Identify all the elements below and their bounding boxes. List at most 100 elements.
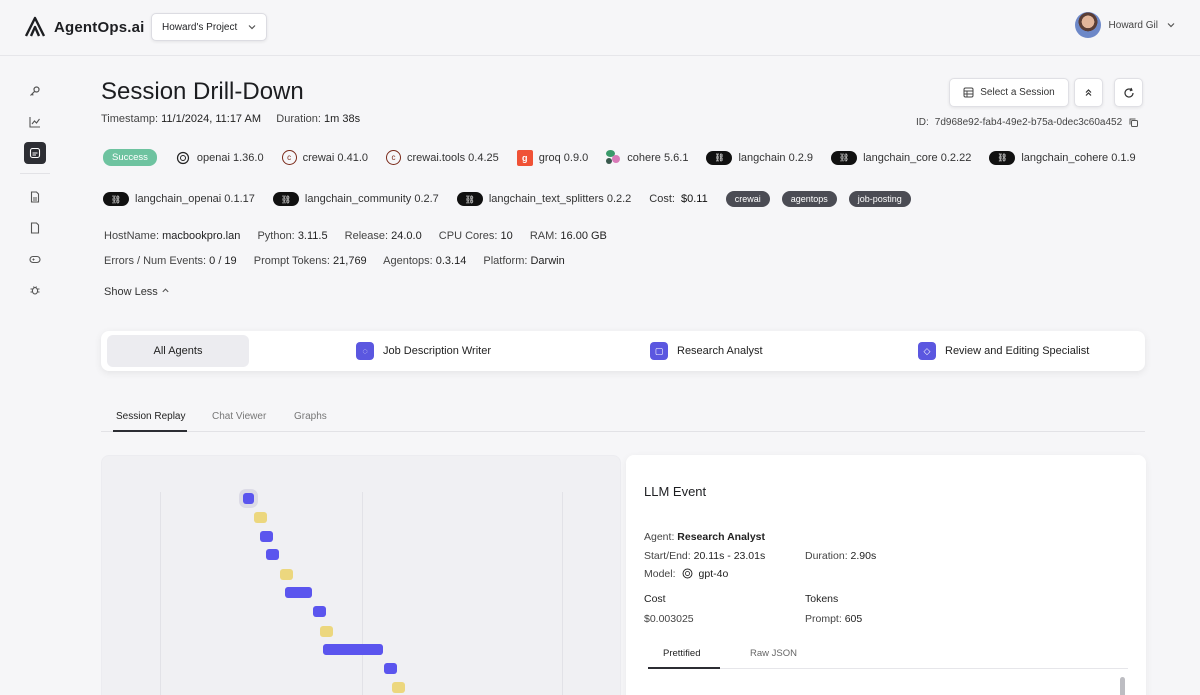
agentops-logo-icon: [24, 16, 46, 37]
openai-icon: [682, 568, 692, 579]
avatar: [1074, 12, 1101, 38]
tab-graphs[interactable]: Graphs: [294, 411, 327, 422]
cost-heading: Cost: [644, 593, 666, 605]
tab-session-replay[interactable]: Session Replay: [116, 411, 186, 422]
chevrons-up-icon: [1085, 89, 1092, 96]
table-icon: [963, 87, 974, 98]
session-tag[interactable]: agentops: [781, 191, 837, 207]
crewai-icon: c: [281, 150, 297, 165]
event-title: LLM Event: [644, 484, 707, 499]
langchain-icon: ⛓: [272, 192, 299, 206]
cost-label: Cost:: [649, 193, 675, 205]
langchain-icon: ⛓: [831, 150, 858, 165]
timeline-event-llm[interactable]: [243, 493, 254, 504]
agent-icon: ◇: [918, 342, 936, 360]
library-tag: ⛓ langchain_core 0.2.22: [831, 150, 971, 165]
tab-raw-json[interactable]: Raw JSON: [750, 648, 797, 659]
library-tag: ⛓ langchain_community 0.2.7: [272, 192, 439, 206]
python-version: 3.11.5: [297, 230, 328, 242]
top-bar: AgentOps.ai Howard's Project Howard Gil: [0, 0, 1200, 56]
langchain-icon: ⛓: [103, 192, 129, 206]
session-tag[interactable]: crewai: [725, 191, 770, 207]
timeline-event-llm[interactable]: [384, 663, 397, 674]
timeline-event-llm[interactable]: [323, 644, 383, 655]
errors-count: 0 / 19: [209, 255, 237, 267]
agent-tab[interactable]: ▢ Research Analyst: [650, 342, 763, 360]
select-session-button[interactable]: Select a Session: [949, 78, 1069, 107]
chevron-down-icon: [248, 25, 256, 30]
scrollbar[interactable]: [1120, 677, 1125, 695]
session-icon[interactable]: [24, 142, 46, 164]
library-tag: g groq 0.9.0: [516, 149, 588, 166]
langchain-icon: ⛓: [989, 150, 1016, 165]
library-tag: ⛓ langchain_cohere 0.1.9: [989, 150, 1136, 165]
agentops-version: 0.3.14: [435, 255, 467, 267]
id-value: 7d968e92-fab4-49e2-b75a-0dec3c60a452: [934, 117, 1123, 128]
session-id: ID: 7d968e92-fab4-49e2-b75a-0dec3c60a452: [916, 117, 1139, 128]
langchain-icon: ⛓: [706, 150, 733, 165]
all-agents-tab[interactable]: All Agents: [107, 335, 249, 367]
timeline-event-tool[interactable]: [254, 512, 267, 523]
cpu-cores: 10: [500, 230, 513, 242]
prompt-tokens: 21,769: [333, 255, 367, 267]
llm-event-panel: LLM Event Agent: Research Analyst Start/…: [626, 455, 1146, 695]
view-tabs: Session Replay Chat Viewer Graphs: [101, 406, 1145, 432]
chart-icon[interactable]: [24, 111, 46, 133]
sidebar: [20, 80, 50, 310]
hostname: macbookpro.lan: [162, 230, 241, 242]
cost-summary: Cost: $0.11: [649, 193, 707, 205]
session-tag[interactable]: job-posting: [848, 191, 911, 207]
bug-icon[interactable]: [24, 279, 46, 301]
key-icon[interactable]: [24, 80, 46, 102]
session-replay-timeline: [101, 455, 621, 695]
host-info: HostName: macbookpro.lan Python: 3.11.5 …: [104, 230, 607, 242]
tab-prettified[interactable]: Prettified: [663, 648, 701, 659]
refresh-icon: [1123, 87, 1134, 98]
library-tag: cohere 5.6.1: [606, 150, 688, 165]
cohere-icon: [606, 150, 621, 165]
timeline-event-tool[interactable]: [320, 626, 333, 637]
timeline-event-llm[interactable]: [260, 531, 273, 542]
subtab-divider: [648, 668, 1128, 669]
file-icon[interactable]: [24, 217, 46, 239]
timeline-gridline: [362, 492, 363, 695]
timeline-event-tool[interactable]: [280, 569, 293, 580]
user-menu[interactable]: Howard Gil: [1074, 12, 1176, 38]
status-badge: Success: [103, 149, 157, 166]
select-session-label: Select a Session: [980, 87, 1055, 98]
library-tag: openai 1.36.0: [175, 150, 264, 166]
controller-icon[interactable]: [24, 248, 46, 270]
show-less-toggle[interactable]: Show Less: [104, 286, 170, 298]
id-label: ID:: [916, 117, 929, 128]
library-row-2: ⛓ langchain_openai 0.1.17 ⛓ langchain_co…: [103, 191, 923, 207]
document-icon[interactable]: [24, 186, 46, 208]
timeline-event-llm[interactable]: [266, 549, 279, 560]
timeline-event-llm[interactable]: [313, 606, 326, 617]
groq-icon: g: [516, 149, 533, 166]
agent-tab[interactable]: ◇ Review and Editing Specialist: [918, 342, 1089, 360]
timeline-gridline: [160, 492, 161, 695]
agent-filter-bar: All Agents ◌ Job Description Writer ▢ Re…: [101, 331, 1145, 371]
brand-name: AgentOps.ai: [54, 18, 145, 36]
library-tag: ⛓ langchain 0.2.9: [706, 150, 813, 165]
event-cost: $0.003025: [644, 613, 694, 625]
timeline-gridline: [562, 492, 563, 695]
event-duration: Duration: 2.90s: [805, 550, 877, 562]
ram: 16.00 GB: [560, 230, 607, 242]
tab-chat-viewer[interactable]: Chat Viewer: [212, 411, 267, 422]
sidebar-divider: [20, 173, 50, 174]
brand-logo[interactable]: AgentOps.ai: [22, 14, 145, 40]
collapse-button[interactable]: [1074, 78, 1103, 107]
active-tab-indicator: [113, 430, 187, 432]
copy-icon[interactable]: [1128, 117, 1139, 128]
agent-icon: ▢: [650, 342, 668, 360]
refresh-button[interactable]: [1114, 78, 1143, 107]
crewai-icon: c: [386, 150, 402, 165]
timeline-event-llm[interactable]: [285, 587, 312, 598]
timeline-event-tool[interactable]: [392, 682, 405, 693]
project-name: Howard's Project: [162, 21, 238, 33]
openai-icon: [176, 151, 190, 164]
agent-tab[interactable]: ◌ Job Description Writer: [356, 342, 491, 360]
user-name: Howard Gil: [1108, 19, 1158, 31]
project-select[interactable]: Howard's Project: [151, 13, 267, 41]
